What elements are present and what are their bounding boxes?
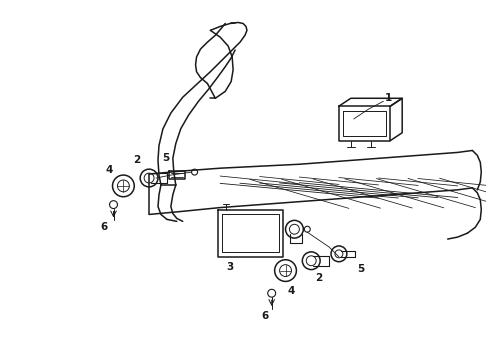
Text: 2: 2: [133, 155, 141, 165]
Text: 2: 2: [315, 274, 322, 283]
Text: 3: 3: [226, 262, 233, 272]
Text: 5: 5: [356, 264, 364, 274]
Text: 4: 4: [105, 165, 113, 175]
Text: 4: 4: [287, 286, 295, 296]
Text: 5: 5: [162, 153, 169, 163]
Text: 6: 6: [100, 222, 107, 232]
Text: 6: 6: [261, 311, 268, 321]
Text: 1: 1: [384, 93, 391, 103]
